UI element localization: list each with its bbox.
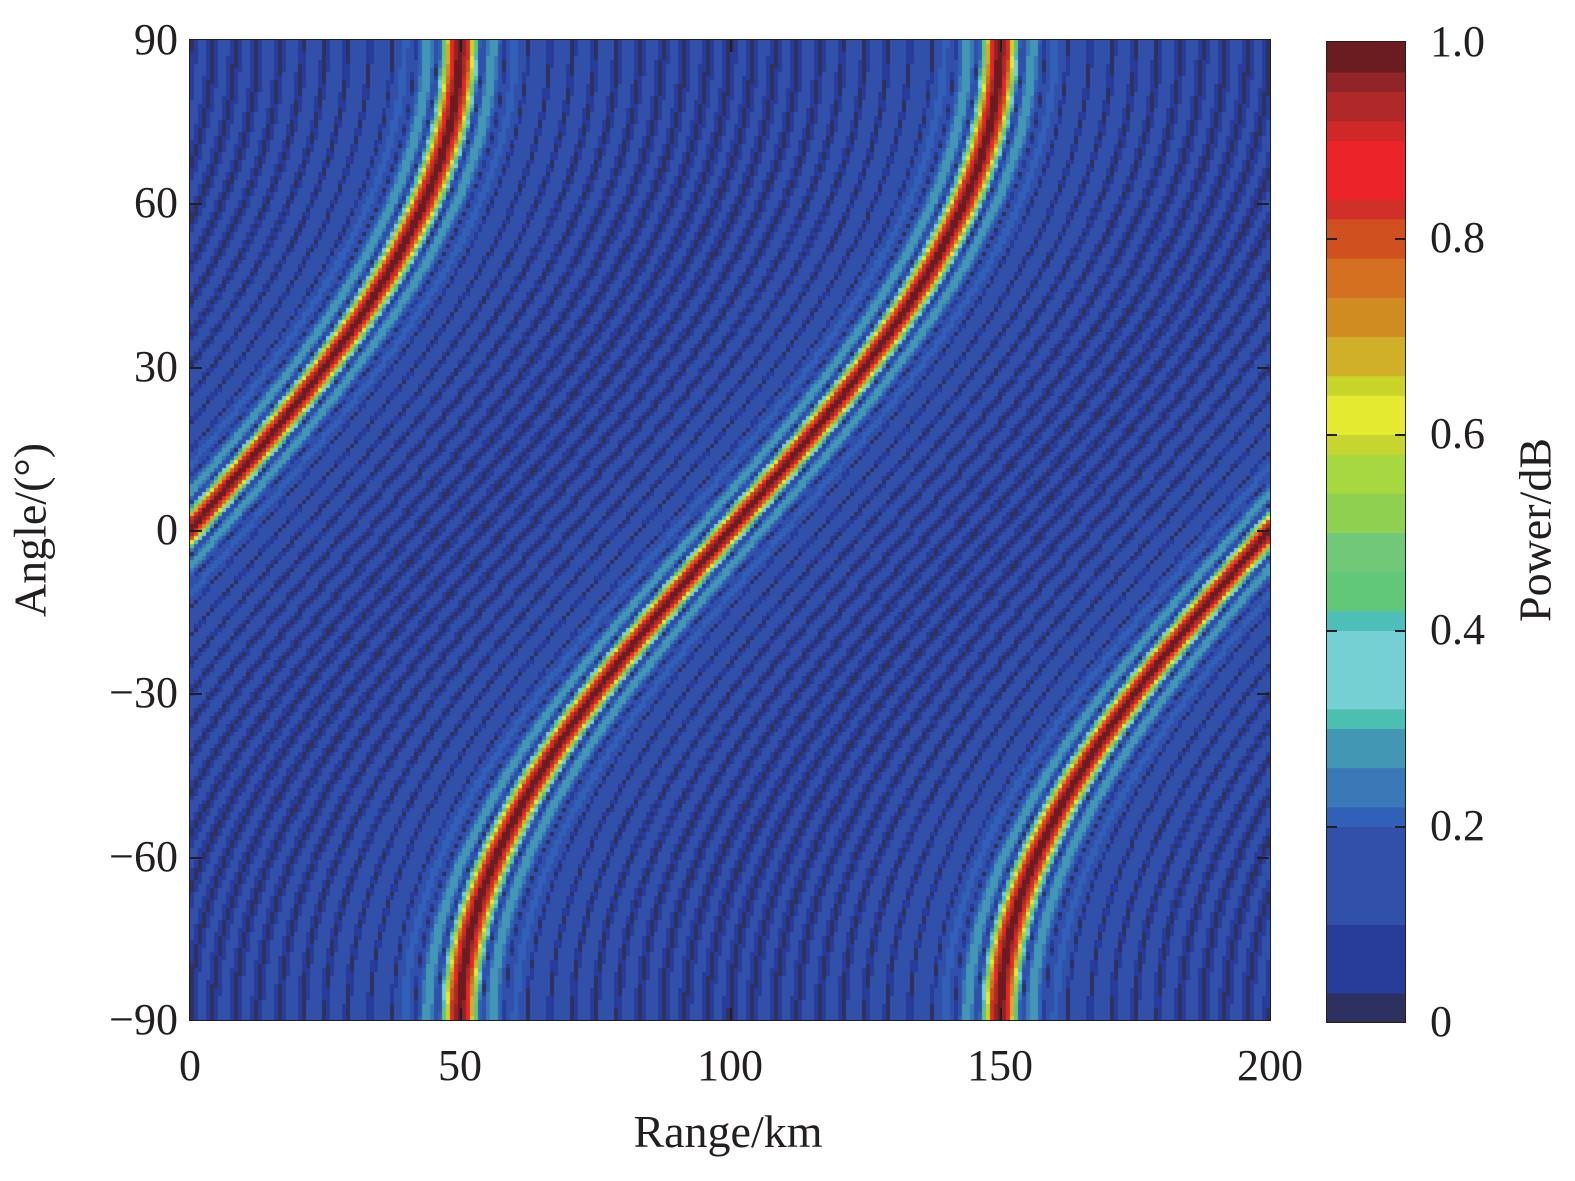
y-tick-label: −60 — [109, 831, 178, 881]
x-tick-label: 50 — [438, 1041, 482, 1090]
x-tick-mark — [1000, 1008, 1002, 1020]
colorbar-segment — [1327, 71, 1405, 92]
colorbar-segment — [1327, 532, 1405, 573]
x-tick-mark — [460, 40, 462, 52]
colorbar-tick-mark — [1327, 238, 1337, 240]
colorbar-tick-label: 0.8 — [1430, 213, 1485, 262]
y-tick-mark — [1257, 856, 1269, 859]
colorbar-segment — [1327, 630, 1405, 710]
y-tick-mark — [1257, 530, 1269, 532]
y-tick-mark — [190, 693, 202, 696]
colorbar-segment — [1327, 826, 1405, 925]
x-tick-mark — [1000, 40, 1002, 52]
colorbar-segment — [1327, 120, 1405, 141]
y-axis-label: Angle/(°) — [4, 442, 56, 618]
y-tick-mark — [1257, 366, 1269, 369]
colorbar-segment — [1327, 924, 1405, 994]
colorbar-segment — [1327, 434, 1405, 455]
x-tick-label: 200 — [1237, 1041, 1303, 1090]
colorbar-tick-label: 0.2 — [1430, 801, 1485, 850]
colorbar-segment — [1327, 453, 1405, 494]
y-tick-label: 0 — [156, 505, 178, 554]
x-tick-label: 150 — [967, 1041, 1033, 1090]
y-tick-label: 30 — [134, 341, 178, 391]
colorbar-tick-label: 0.4 — [1430, 605, 1485, 654]
colorbar-tick-mark — [1395, 238, 1405, 240]
y-tick-label: −30 — [109, 668, 178, 718]
y-tick-mark — [1257, 693, 1269, 696]
x-axis-label: Range/km — [633, 1106, 823, 1157]
colorbar-segment — [1327, 257, 1405, 298]
colorbar-segment — [1327, 296, 1405, 337]
colorbar-tick-mark — [1395, 826, 1405, 828]
y-tick-mark — [190, 203, 202, 206]
colorbar-tick-mark — [1327, 630, 1337, 632]
heatmap-plot — [190, 40, 1270, 1020]
colorbar-segment — [1327, 198, 1405, 220]
x-tick-mark — [730, 1008, 732, 1020]
colorbar-segment — [1327, 140, 1405, 200]
colorbar-segment — [1327, 375, 1405, 396]
colorbar-tick-label: 0.6 — [1430, 409, 1485, 458]
colorbar-segment — [1327, 218, 1405, 259]
x-tick-mark — [730, 40, 732, 52]
x-tick-label: 0 — [179, 1041, 201, 1090]
colorbar-segment — [1327, 728, 1405, 769]
y-tick-label: 60 — [134, 178, 178, 228]
colorbar-tick-mark — [1327, 434, 1337, 436]
x-tick-mark — [460, 1008, 462, 1020]
y-tick-mark — [190, 530, 202, 532]
colorbar-segment — [1327, 767, 1405, 808]
colorbar-label: Power/dB — [1509, 438, 1561, 622]
y-tick-mark — [190, 856, 202, 859]
y-tick-mark — [1257, 203, 1269, 206]
colorbar-segment — [1327, 394, 1405, 435]
colorbar-segment — [1327, 42, 1405, 73]
colorbar-tick-mark — [1395, 434, 1405, 436]
colorbar-tick-label: 0 — [1430, 997, 1452, 1046]
colorbar-segment — [1327, 571, 1405, 612]
colorbar — [1327, 42, 1405, 1022]
colorbar-tick-mark — [1327, 826, 1337, 828]
colorbar-segment — [1327, 806, 1405, 827]
colorbar-segment — [1327, 91, 1405, 122]
y-tick-label: 90 — [134, 15, 178, 64]
colorbar-segment — [1327, 610, 1405, 631]
colorbar-tick-mark — [1395, 630, 1405, 632]
y-tick-mark — [190, 366, 202, 369]
x-tick-label: 100 — [697, 1041, 763, 1090]
colorbar-segment — [1327, 992, 1405, 1022]
colorbar-segment — [1327, 708, 1405, 729]
colorbar-tick-label: 1.0 — [1430, 17, 1485, 66]
y-tick-label: −90 — [109, 995, 178, 1044]
colorbar-segment — [1327, 492, 1405, 533]
colorbar-segment — [1327, 336, 1405, 377]
